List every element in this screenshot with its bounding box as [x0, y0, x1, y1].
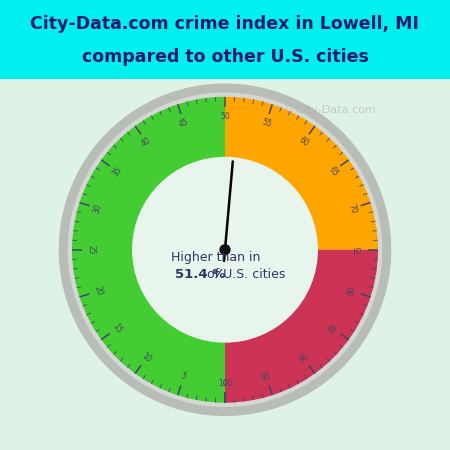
- Text: 15: 15: [110, 322, 123, 335]
- Text: 60: 60: [297, 135, 310, 148]
- Text: of U.S. cities: of U.S. cities: [207, 268, 286, 281]
- Text: 75: 75: [354, 245, 363, 255]
- Text: compared to other U.S. cities: compared to other U.S. cities: [81, 48, 369, 66]
- Text: 10: 10: [140, 351, 153, 364]
- Text: 20: 20: [92, 285, 104, 297]
- Text: 51.4 %: 51.4 %: [175, 268, 225, 281]
- Text: 0: 0: [223, 379, 227, 388]
- Text: 85: 85: [327, 322, 340, 335]
- Circle shape: [59, 84, 391, 415]
- Text: 80: 80: [346, 285, 358, 297]
- Text: 65: 65: [327, 165, 340, 178]
- Text: 45: 45: [178, 117, 190, 128]
- Text: 95: 95: [260, 371, 272, 382]
- Text: 50: 50: [220, 112, 230, 121]
- Bar: [0, 79, 450, 450]
- Text: 100: 100: [218, 379, 232, 388]
- Text: 25: 25: [87, 245, 96, 255]
- Text: 30: 30: [92, 202, 104, 215]
- Text: 5: 5: [180, 372, 187, 382]
- Wedge shape: [72, 97, 225, 403]
- Text: 55: 55: [260, 117, 272, 128]
- Circle shape: [220, 245, 230, 255]
- Circle shape: [133, 158, 317, 342]
- Wedge shape: [225, 97, 378, 250]
- Bar: [0, 0, 450, 79]
- Text: 40: 40: [140, 135, 153, 148]
- Text: 90: 90: [297, 351, 310, 364]
- Circle shape: [68, 93, 382, 406]
- Wedge shape: [225, 250, 378, 403]
- Text: City-Data.com crime index in Lowell, MI: City-Data.com crime index in Lowell, MI: [31, 14, 419, 33]
- Text: 35: 35: [110, 165, 123, 178]
- Text: 🔍 City-Data.com: 🔍 City-Data.com: [286, 105, 376, 115]
- Text: 70: 70: [346, 202, 358, 215]
- Text: Higher than in: Higher than in: [171, 251, 261, 264]
